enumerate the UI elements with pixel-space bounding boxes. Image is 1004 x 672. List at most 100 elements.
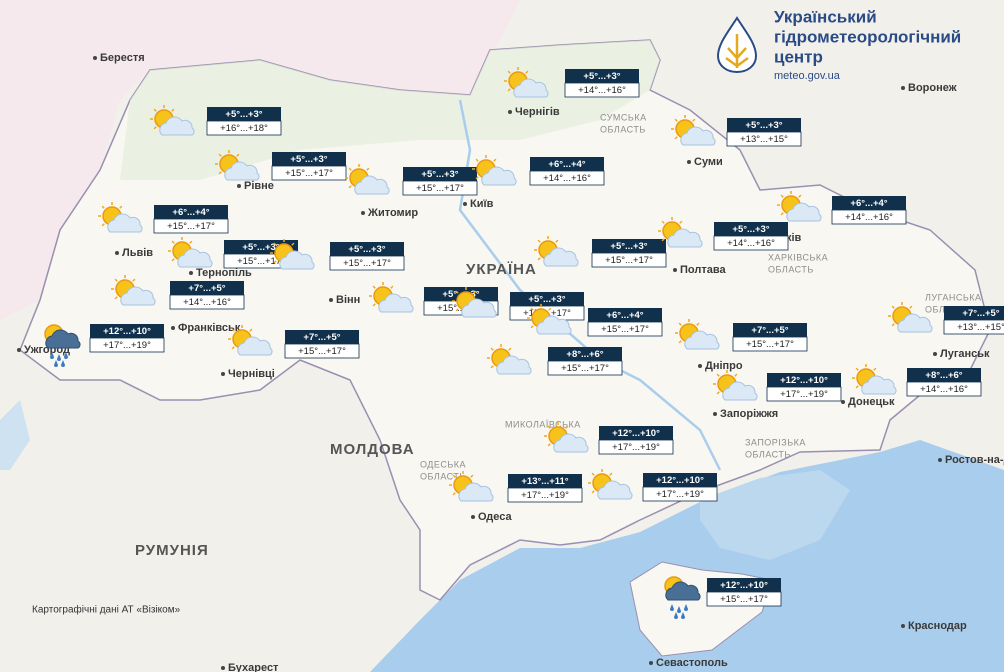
night-temp: +7°...+5° bbox=[751, 325, 788, 336]
cloud bbox=[458, 482, 494, 502]
day-temp: +16°...+18° bbox=[220, 123, 268, 134]
day-box bbox=[732, 336, 808, 352]
day-temp: +14°...+16° bbox=[920, 384, 968, 395]
sun-ray bbox=[291, 242, 295, 246]
sun-ray bbox=[674, 136, 678, 140]
rain-drop bbox=[54, 360, 58, 367]
day-temp: +17°...+19° bbox=[103, 340, 151, 351]
night-temp: +12°...+10° bbox=[720, 580, 768, 591]
sun-ray bbox=[452, 474, 456, 478]
forecast: +5°...+3° +15°...+17° bbox=[345, 164, 478, 196]
day-box bbox=[564, 82, 640, 98]
sun-ray bbox=[798, 194, 802, 198]
day-box bbox=[943, 319, 1004, 335]
night-temp: +5°...+3° bbox=[290, 154, 327, 165]
lake bbox=[0, 400, 30, 470]
night-temp: +12°...+10° bbox=[656, 475, 704, 486]
forecast: +6°...+4° +15°...+17° bbox=[98, 202, 229, 234]
night-temp: +7°...+5° bbox=[188, 283, 225, 294]
header-title: Український bbox=[774, 7, 877, 26]
sun-ray bbox=[455, 308, 459, 312]
sun-ray bbox=[591, 472, 595, 476]
sun-ray bbox=[101, 205, 105, 209]
day-box bbox=[153, 218, 229, 234]
forecast: +7°...+5° +14°...+16° bbox=[111, 275, 245, 310]
city-dot bbox=[221, 372, 225, 376]
sun-ray bbox=[609, 472, 613, 476]
night-box bbox=[588, 308, 662, 322]
region-label: МИКОЛАЇВСЬКА bbox=[505, 419, 581, 429]
cloud bbox=[279, 250, 315, 270]
cloud bbox=[159, 116, 195, 136]
night-box bbox=[767, 373, 841, 387]
night-box bbox=[733, 323, 807, 337]
night-temp: +6°...+4° bbox=[606, 310, 643, 321]
region-label: СУМСЬКА bbox=[600, 112, 647, 122]
neighbor-land bbox=[0, 0, 520, 320]
cloud bbox=[177, 248, 213, 268]
rain-drop bbox=[684, 604, 688, 611]
day-temp: +15°...+17° bbox=[298, 346, 346, 357]
forecast: +5°...+3° +15°...+17° bbox=[215, 150, 347, 181]
city-label: Житомир bbox=[367, 207, 418, 219]
sun-ray bbox=[490, 347, 494, 351]
day-box bbox=[89, 337, 165, 353]
sun-ray bbox=[101, 223, 105, 227]
sun-ray bbox=[473, 290, 477, 294]
region-label: ЗАПОРІЗЬКА bbox=[745, 437, 806, 447]
cloud bbox=[786, 202, 822, 222]
rain-drop bbox=[64, 352, 68, 359]
sun-ray bbox=[470, 474, 474, 478]
rain-drop bbox=[670, 604, 674, 611]
sun-ray bbox=[507, 70, 511, 74]
day-box bbox=[598, 439, 674, 455]
rain-drop bbox=[50, 352, 54, 359]
day-temp: +17°...+19° bbox=[656, 489, 704, 500]
day-box bbox=[329, 255, 405, 271]
sun-ray bbox=[780, 194, 784, 198]
forecast: +5°...+3° +15°...+17° bbox=[534, 236, 667, 268]
rain-drop bbox=[61, 360, 65, 367]
city-label: Краснодар bbox=[908, 620, 967, 632]
cloud bbox=[553, 433, 589, 453]
city-dot bbox=[713, 412, 717, 416]
sun-ray bbox=[490, 365, 494, 369]
night-box bbox=[599, 426, 673, 440]
sun-ray bbox=[891, 323, 895, 327]
sun-ray bbox=[475, 158, 479, 162]
city-dot bbox=[698, 364, 702, 368]
city-label: Ростов-на-Дону bbox=[945, 454, 1004, 466]
day-temp: +14°...+16° bbox=[727, 238, 775, 249]
sun-ray bbox=[231, 346, 235, 350]
night-temp: +6°...+4° bbox=[548, 159, 585, 170]
city-label: Одеса bbox=[478, 511, 512, 523]
city-dot bbox=[361, 211, 365, 215]
sun-ray bbox=[366, 167, 370, 171]
night-temp: +6°...+4° bbox=[850, 198, 887, 209]
day-temp: +15°...+17° bbox=[237, 256, 285, 267]
sun-ray bbox=[909, 305, 913, 309]
logo-leaf bbox=[725, 34, 749, 68]
day-temp: +17°...+19° bbox=[780, 389, 828, 400]
sun-ray bbox=[236, 153, 240, 157]
day-box bbox=[169, 294, 245, 310]
forecast: +6°...+4° +15°...+17° bbox=[527, 304, 663, 337]
sun-ray bbox=[716, 373, 720, 377]
cloud bbox=[107, 213, 143, 233]
cloud bbox=[722, 381, 758, 401]
sun-ray bbox=[273, 242, 277, 246]
day-temp: +14°...+16° bbox=[845, 212, 893, 223]
sun-ray bbox=[891, 305, 895, 309]
cloud bbox=[665, 581, 701, 601]
sun-ray bbox=[507, 88, 511, 92]
forecast: +5°...+3° +13°...+15° bbox=[671, 115, 802, 147]
cloud bbox=[684, 330, 720, 350]
sun-ray bbox=[475, 176, 479, 180]
day-temp: +17°...+19° bbox=[612, 442, 660, 453]
day-box bbox=[547, 360, 623, 376]
country-label: МОЛДОВА bbox=[330, 441, 415, 458]
night-box bbox=[548, 347, 622, 361]
rain-drop bbox=[677, 606, 681, 613]
sun-ray bbox=[780, 212, 784, 216]
